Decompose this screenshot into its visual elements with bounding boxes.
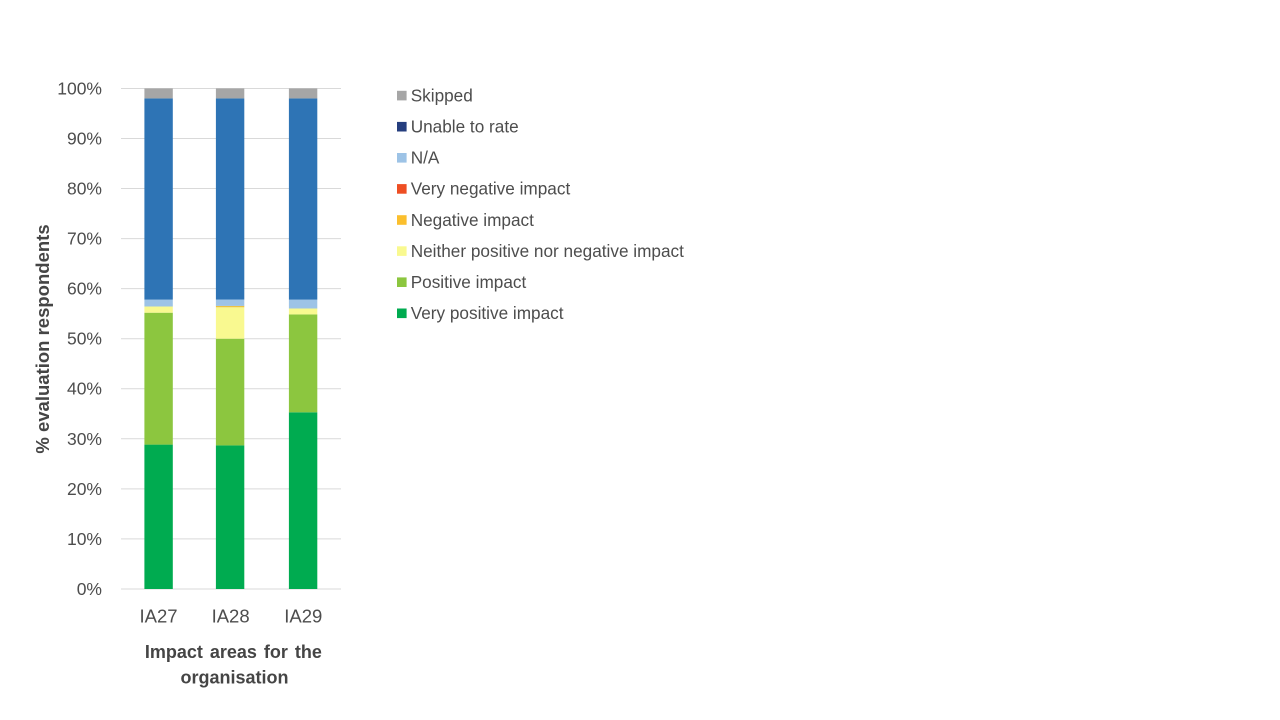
- svg-text:Very negative impact: Very negative impact: [411, 179, 571, 199]
- svg-text:Positive impact: Positive impact: [411, 272, 527, 292]
- svg-text:30%: 30%: [67, 429, 102, 449]
- svg-text:IA29: IA29: [284, 606, 322, 627]
- svg-text:Neither positive nor negative: Neither positive nor negative impact: [411, 241, 684, 261]
- svg-text:Impact areas for the: Impact areas for the: [145, 642, 322, 662]
- svg-text:Unable to rate: Unable to rate: [411, 117, 519, 137]
- svg-text:60%: 60%: [67, 279, 102, 299]
- svg-text:50%: 50%: [67, 329, 102, 349]
- svg-text:100%: 100%: [57, 78, 102, 98]
- svg-text:IA28: IA28: [212, 606, 250, 627]
- svg-text:10%: 10%: [67, 529, 102, 549]
- svg-text:80%: 80%: [67, 179, 102, 199]
- svg-text:0%: 0%: [77, 579, 102, 599]
- svg-text:Very positive impact: Very positive impact: [411, 303, 564, 323]
- svg-text:Skipped: Skipped: [411, 85, 473, 105]
- svg-text:organisation: organisation: [180, 667, 288, 687]
- svg-text:Negative impact: Negative impact: [411, 210, 534, 230]
- svg-text:90%: 90%: [67, 129, 102, 149]
- svg-text:% evaluation respondents: % evaluation respondents: [32, 224, 53, 453]
- svg-text:40%: 40%: [67, 379, 102, 399]
- svg-text:70%: 70%: [67, 229, 102, 249]
- svg-text:N/A: N/A: [411, 148, 440, 168]
- svg-text:20%: 20%: [67, 479, 102, 499]
- svg-text:IA27: IA27: [139, 606, 177, 627]
